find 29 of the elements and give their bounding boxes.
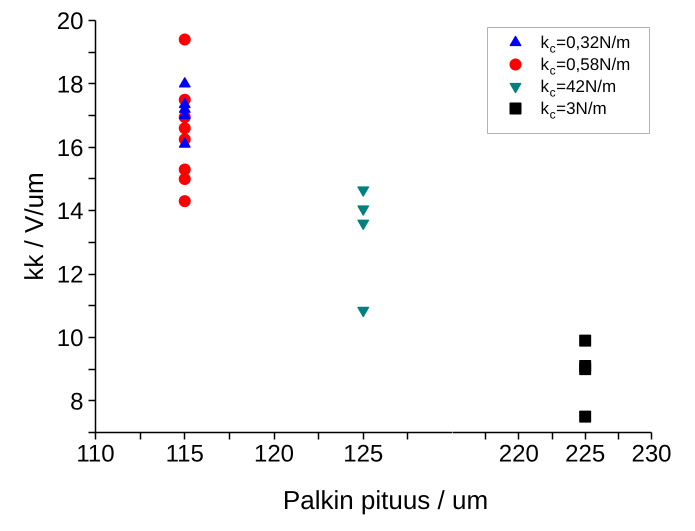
- y-axis-title: kk / V/um: [18, 172, 49, 281]
- y-tick-label: 16: [56, 134, 84, 162]
- point: [579, 410, 592, 423]
- point: [178, 122, 191, 134]
- point: [178, 163, 191, 176]
- y-tick-label: 14: [56, 198, 84, 226]
- x-tick-label: 125: [343, 440, 384, 468]
- y-tick-label: 20: [56, 8, 84, 35]
- point: [178, 137, 191, 148]
- point: [579, 363, 592, 376]
- y-tick-label: 12: [56, 262, 84, 289]
- x-tick-label: 220: [498, 440, 539, 468]
- x-axis-title: Palkin pituus / um: [282, 484, 488, 517]
- point: [357, 186, 370, 197]
- point: [357, 306, 370, 318]
- point: [579, 334, 592, 347]
- x-tick-label: 225: [565, 440, 606, 468]
- x-tick-label: 120: [254, 440, 294, 468]
- point: [178, 77, 191, 88]
- point: [357, 220, 370, 230]
- point: [357, 205, 370, 216]
- x-tick-label: 115: [166, 440, 204, 468]
- point: [178, 172, 191, 185]
- x-tick-label: 110: [76, 440, 115, 468]
- y-tick-label: 8: [70, 388, 84, 416]
- point: [178, 195, 191, 208]
- x-tick-label: 230: [631, 440, 672, 468]
- y-tick-label: 18: [56, 71, 84, 98]
- y-tick-label: 10: [56, 324, 84, 352]
